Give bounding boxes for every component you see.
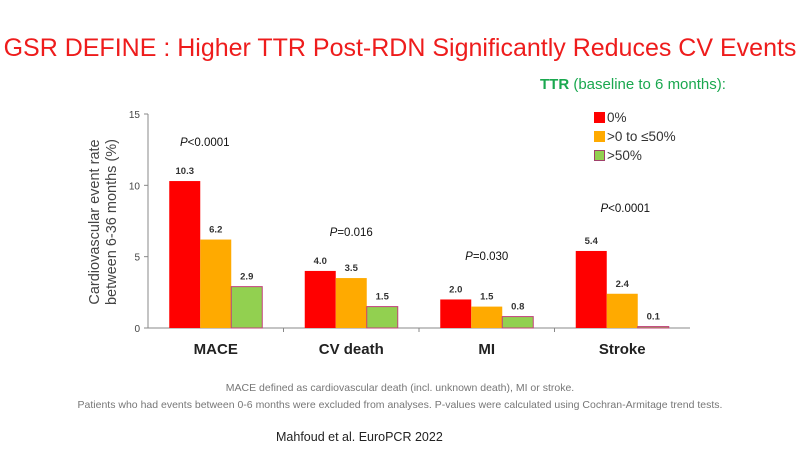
legend-item: 0% [594,108,676,127]
p-value-label: P=0.030 [465,251,508,263]
legend-label: 0% [607,110,627,125]
bar-mi [440,299,472,328]
bar-mace [169,181,201,328]
citation: Mahfoud et al. EuroPCR 2022 [276,430,443,444]
y-tick-label: 15 [129,110,141,121]
y-tick-label: 0 [134,324,140,335]
y-tick-label: 5 [134,253,140,264]
bar-value-label: 4.0 [314,256,327,267]
bar-cv-death [335,278,367,328]
legend-title: TTR (baseline to 6 months): [540,76,726,93]
bar-value-label: 5.4 [585,236,599,247]
p-value-label: P<0.0001 [600,203,650,215]
x-tick-label: MACE [194,341,238,358]
bar-value-label: 2.9 [240,272,253,283]
bar-stroke [637,326,670,329]
x-tick-label: Stroke [599,341,646,358]
bar-value-label: 2.0 [449,284,462,295]
x-tick-label: MI [478,341,495,358]
legend-label: >50% [607,148,642,163]
x-tick-label: CV death [319,341,384,358]
bar-value-label: 3.5 [345,263,359,274]
legend-item: >0 to ≤50% [594,127,676,146]
bar-value-label: 2.4 [616,279,630,290]
footnote-2: Patients who had events between 0-6 mont… [77,399,723,411]
y-tick-label: 10 [129,181,141,192]
bar-value-label: 10.3 [176,166,195,177]
legend-title-rest: (baseline to 6 months): [569,76,726,93]
bar-mace [200,239,232,328]
legend-swatch [594,150,605,161]
bar-value-label: 6.2 [209,225,222,236]
legend-swatch [594,131,605,142]
slide-title: GSR DEFINE : Higher TTR Post-RDN Signifi… [3,34,797,62]
bar-mi [471,306,503,328]
bar-cv-death [366,306,399,329]
bar-mace [230,286,263,329]
p-value-label: P<0.0001 [180,137,230,149]
legend-label: >0 to ≤50% [607,129,676,144]
bar-value-label: 1.5 [376,292,390,303]
legend-swatch [594,112,605,123]
bar-cv-death [304,270,336,328]
legend-title-bold: TTR [540,76,570,93]
legend: 0% >0 to ≤50% >50% [594,108,676,165]
footnote-1: MACE defined as cardiovascular death (in… [225,382,575,394]
legend-item: >50% [594,146,676,165]
p-value-label: P=0.016 [330,227,373,239]
bar-mi [501,316,534,329]
bar-value-label: 0.1 [647,312,661,323]
bar-value-label: 0.8 [511,302,524,313]
bar-stroke [575,250,607,328]
bar-value-label: 1.5 [480,292,494,303]
bar-stroke [606,293,638,328]
